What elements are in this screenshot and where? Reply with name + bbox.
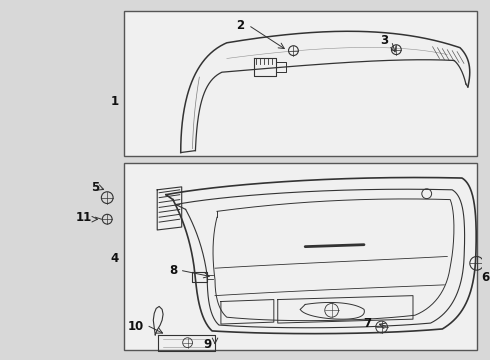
Text: 6: 6: [482, 271, 490, 284]
Text: 2: 2: [236, 19, 245, 32]
Text: 5: 5: [91, 181, 99, 194]
Text: 10: 10: [127, 320, 144, 333]
Text: 4: 4: [111, 252, 119, 265]
Text: 1: 1: [111, 95, 119, 108]
Bar: [124, 163, 477, 350]
Text: 7: 7: [364, 316, 372, 329]
Bar: [124, 12, 477, 157]
Text: 8: 8: [170, 264, 178, 276]
Text: 3: 3: [380, 34, 389, 48]
Text: 9: 9: [204, 338, 212, 351]
Text: 11: 11: [75, 211, 92, 224]
